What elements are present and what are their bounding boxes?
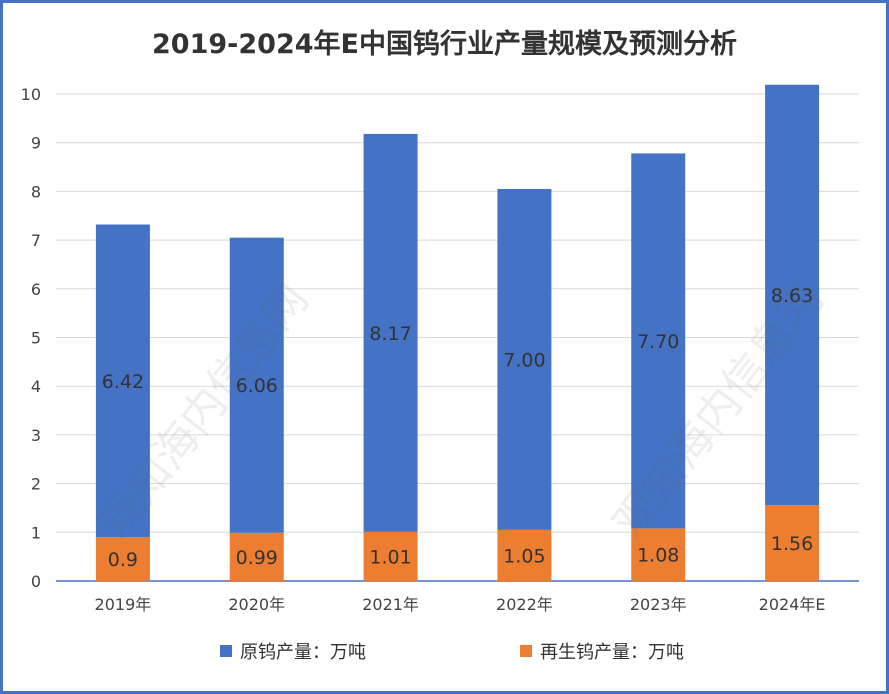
legend-swatch-primary [220,645,232,657]
y-tick-label: 1 [31,523,41,542]
data-label-recycled: 1.56 [771,533,813,555]
y-tick-label: 0 [31,572,41,591]
x-tick-label: 2023年 [630,595,687,614]
bar-primary [631,153,686,529]
y-tick-label: 10 [21,85,41,104]
data-label-primary: 6.06 [236,375,278,397]
y-tick-label: 7 [31,231,41,250]
bar-recycled [95,537,150,581]
bar-recycled [497,529,552,581]
y-tick-label: 8 [31,182,41,201]
data-label-recycled: 0.99 [236,547,278,569]
data-label-recycled: 1.01 [369,546,411,568]
y-tick-label: 3 [31,426,41,445]
y-tick-label: 2 [31,475,41,494]
legend-item-recycled-tungsten: 再生钨产量：万吨 [520,638,684,664]
data-label-recycled: 1.08 [637,545,679,567]
data-label-primary: 8.17 [369,323,411,345]
bar-primary [765,84,820,506]
x-tick-label: 2022年 [496,595,553,614]
data-label-recycled: 0.9 [108,549,138,571]
legend-label-primary: 原钨产量：万吨 [240,642,366,663]
legend-swatch-recycled [520,645,532,657]
bar-recycled [363,531,418,581]
x-tick-label: 2020年 [228,595,285,614]
x-tick-label: 2024年E [759,595,826,614]
bar-recycled [229,532,284,581]
y-tick-label: 5 [31,329,41,348]
data-label-primary: 6.42 [102,371,144,393]
y-tick-label: 4 [31,377,41,396]
bar-primary [229,237,284,533]
data-label-primary: 7.70 [637,331,679,353]
bar-recycled [631,528,686,581]
y-tick-label: 9 [31,134,41,153]
x-tick-label: 2021年 [362,595,419,614]
data-label-recycled: 1.05 [503,545,545,567]
x-tick-label: 2019年 [95,595,152,614]
bar-primary [363,133,418,532]
bar-recycled [765,505,820,581]
chart-title: 2019-2024年E中国钨行业产量规模及预测分析 [152,29,737,60]
bar-primary [95,224,150,538]
legend-item-primary-tungsten: 原钨产量：万吨 [220,638,366,664]
data-label-primary: 8.63 [771,285,813,307]
bar-primary [497,188,552,530]
y-tick-label: 6 [31,280,41,299]
data-label-primary: 7.00 [503,349,545,371]
legend-label-recycled: 再生钨产量：万吨 [540,642,684,663]
